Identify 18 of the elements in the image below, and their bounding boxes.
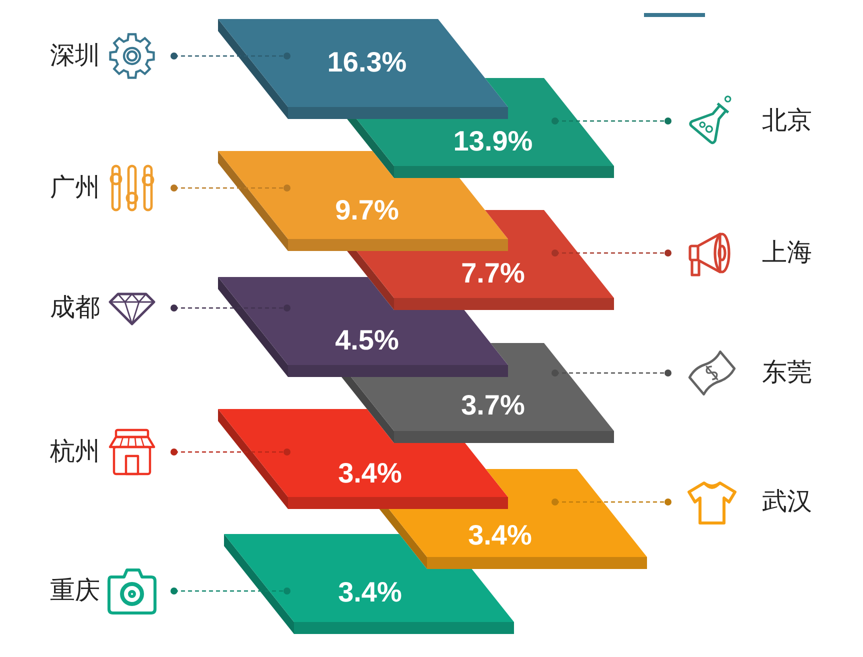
data-label: 3.4% [468,520,532,550]
category-label: 杭州 [49,438,100,466]
category-label: 北京 [762,106,812,134]
data-label: 3.4% [338,576,402,608]
category-label: 广州 [50,174,100,202]
data-label: 3.4% [338,458,402,488]
category-label: 武汉 [762,488,812,516]
category-label: 成都 [50,294,100,322]
data-label: 9.7% [335,194,400,226]
data-label: 4.5% [335,324,400,356]
data-label: 3.7% [461,390,526,420]
data-label: 16.3% [327,46,407,78]
category-label: 重庆 [50,576,100,604]
data-label: 13.9% [453,126,533,156]
data-label: 7.7% [461,258,526,288]
category-label: 东莞 [762,358,812,386]
category-label: 深圳 [50,42,100,70]
category-label: 上海 [762,240,812,266]
